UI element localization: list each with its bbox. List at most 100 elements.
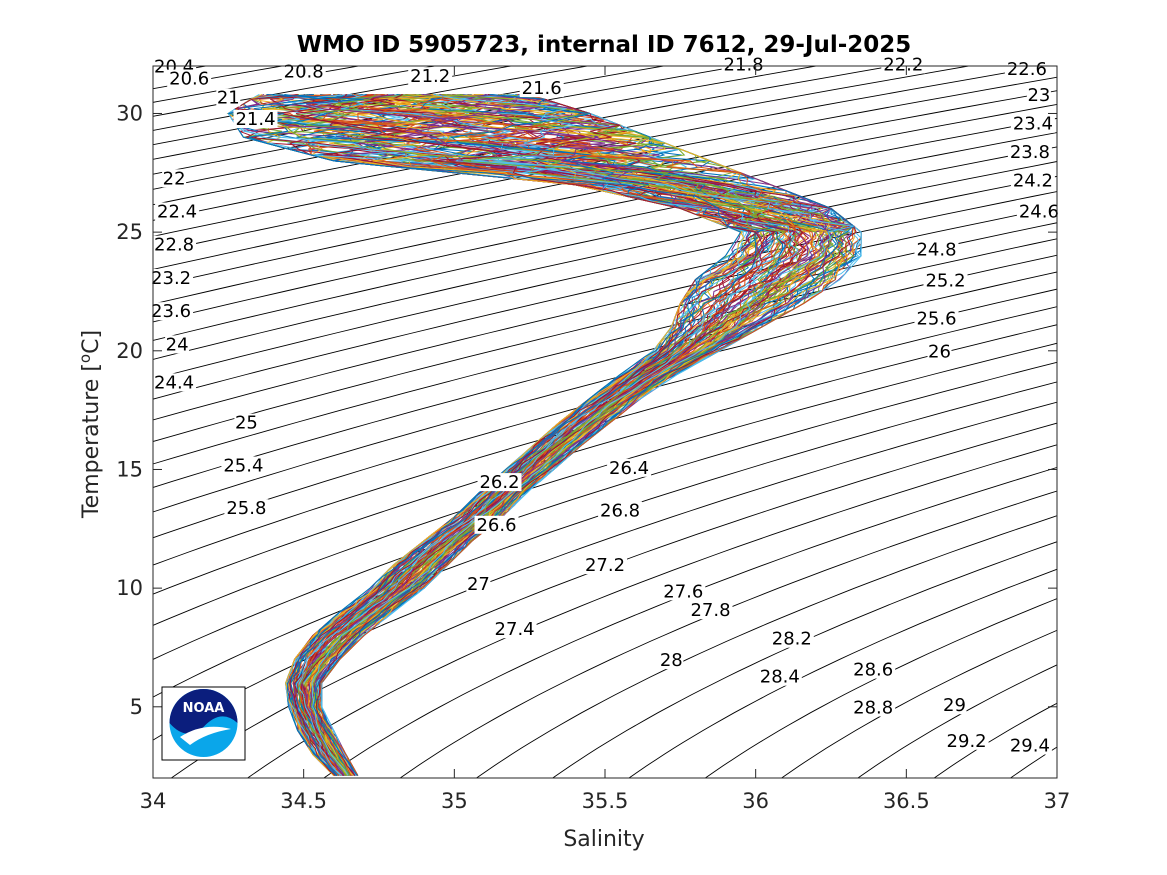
contour-label-19: 23.6 bbox=[151, 301, 191, 322]
profile-line-115 bbox=[300, 94, 809, 776]
contour-label-39: 28.2 bbox=[772, 629, 812, 650]
contour-label-bg-6 bbox=[519, 79, 564, 98]
contour-label-bg-25 bbox=[927, 342, 952, 361]
density-contour-35 bbox=[170, 422, 1057, 778]
contour-label-24: 25.6 bbox=[916, 308, 956, 329]
contour-label-bg-8 bbox=[881, 55, 926, 74]
contour-label-bg-1 bbox=[167, 69, 212, 88]
contour-label-26: 25 bbox=[235, 413, 258, 434]
profile-line-116 bbox=[264, 94, 786, 776]
contour-label-37: 27.8 bbox=[690, 600, 730, 621]
contour-label-27: 25.4 bbox=[223, 456, 263, 477]
density-contour-32 bbox=[153, 361, 1057, 660]
contour-label-34: 27.2 bbox=[585, 555, 625, 576]
contour-label-bg-9 bbox=[1004, 60, 1049, 79]
density-contour-24 bbox=[153, 222, 1057, 442]
contour-label-bg-29 bbox=[477, 473, 522, 492]
contour-label-10: 23 bbox=[1027, 85, 1050, 106]
noaa-logo: NOAA bbox=[161, 686, 246, 761]
contour-label-43: 29 bbox=[943, 695, 966, 716]
contour-label-21: 24.4 bbox=[154, 372, 194, 393]
contour-label-bg-12 bbox=[1007, 143, 1052, 162]
contour-label-bg-31 bbox=[474, 515, 519, 534]
contour-label-bg-13 bbox=[1010, 171, 1055, 190]
contour-label-20: 24 bbox=[166, 334, 189, 355]
density-contour-18 bbox=[153, 132, 1057, 323]
contour-label-40: 28.4 bbox=[760, 667, 800, 688]
density-contour-42 bbox=[704, 598, 1057, 778]
contour-label-31: 26.6 bbox=[476, 515, 516, 536]
contour-label-bg-19 bbox=[149, 302, 194, 321]
contour-label-25: 26 bbox=[928, 342, 951, 363]
contour-label-bg-14 bbox=[1016, 202, 1061, 221]
y-axis-label-unit: C] bbox=[79, 330, 104, 354]
contour-label-bg-39 bbox=[769, 629, 814, 648]
y-tick-label-3: 20 bbox=[116, 339, 143, 363]
contour-label-41: 28.6 bbox=[853, 660, 893, 681]
y-tick-label-1: 10 bbox=[116, 576, 143, 600]
density-contour-40 bbox=[551, 541, 1057, 778]
logo-text: NOAA bbox=[183, 701, 225, 716]
x-tick-label-0: 34 bbox=[140, 789, 167, 813]
profile-line-110 bbox=[298, 94, 799, 776]
x-tick-label-4: 36 bbox=[742, 789, 769, 813]
density-contour-12 bbox=[153, 66, 972, 221]
contour-label-bg-20 bbox=[165, 335, 190, 354]
contour-label-29: 26.2 bbox=[479, 472, 519, 493]
density-contour-27 bbox=[153, 271, 1057, 513]
contour-label-30: 26.4 bbox=[609, 458, 649, 479]
contour-label-33: 27 bbox=[467, 574, 490, 595]
profile-line-113 bbox=[306, 94, 816, 776]
contour-label-bg-44 bbox=[944, 731, 989, 750]
x-tick-label-6: 37 bbox=[1044, 789, 1071, 813]
contour-label-bg-16 bbox=[155, 202, 200, 221]
contour-label-bg-32 bbox=[598, 501, 643, 520]
contour-label-3: 21 bbox=[217, 88, 240, 109]
density-contour-33 bbox=[153, 381, 1057, 698]
contour-label-32: 26.8 bbox=[600, 501, 640, 522]
contour-label-14: 24.6 bbox=[1019, 202, 1059, 223]
contour-label-bg-21 bbox=[152, 373, 197, 392]
density-contour-30 bbox=[153, 324, 1057, 595]
contour-label-bg-18 bbox=[149, 269, 194, 287]
profile-line-101 bbox=[309, 94, 833, 776]
contour-label-35: 27.4 bbox=[495, 619, 535, 640]
contour-label-bg-34 bbox=[583, 556, 627, 575]
contour-label-23: 25.2 bbox=[925, 270, 965, 291]
contour-label-11: 23.4 bbox=[1013, 114, 1053, 135]
density-contour-34 bbox=[153, 401, 1057, 741]
axis-ticks bbox=[152, 66, 1058, 778]
contour-label-bg-41 bbox=[851, 660, 896, 679]
contour-label-17: 22.8 bbox=[154, 235, 194, 256]
logo-navy-cap bbox=[169, 689, 238, 734]
contour-label-bg-26 bbox=[234, 413, 259, 432]
contour-label-45: 29.4 bbox=[1010, 736, 1050, 757]
contour-label-bg-15 bbox=[162, 169, 187, 188]
contour-label-bg-43 bbox=[942, 696, 967, 715]
profile-line-107 bbox=[312, 94, 849, 776]
contour-label-16: 22.4 bbox=[157, 202, 197, 223]
y-axis-label: Temperature [oC] bbox=[76, 330, 104, 519]
density-contour-28 bbox=[153, 288, 1057, 539]
density-contour-19 bbox=[153, 146, 1057, 341]
contour-label-15: 22 bbox=[163, 168, 186, 189]
contour-label-bg-7 bbox=[721, 55, 766, 74]
y-axis-label-main: Temperature [ bbox=[79, 363, 104, 519]
contour-label-bg-45 bbox=[1007, 736, 1052, 755]
contour-label-bg-17 bbox=[152, 235, 197, 254]
contour-label-22: 24.8 bbox=[916, 240, 956, 261]
density-contour-21 bbox=[153, 175, 1057, 380]
contour-label-bg-36 bbox=[661, 582, 706, 601]
y-tick-label-4: 25 bbox=[116, 220, 143, 244]
contour-label-bg-38 bbox=[659, 651, 684, 670]
contour-label-1: 20.6 bbox=[169, 69, 209, 90]
contour-label-42: 28.8 bbox=[853, 698, 893, 719]
profile-line-86 bbox=[310, 94, 832, 776]
x-tick-label-2: 35 bbox=[441, 789, 468, 813]
contour-label-18: 23.2 bbox=[151, 268, 191, 289]
contour-label-bg-11 bbox=[1010, 114, 1055, 133]
contour-label-9: 22.6 bbox=[1007, 59, 1047, 80]
profile-line-119 bbox=[235, 94, 742, 776]
density-contours bbox=[153, 66, 1057, 778]
contour-label-bg-33 bbox=[466, 575, 491, 594]
